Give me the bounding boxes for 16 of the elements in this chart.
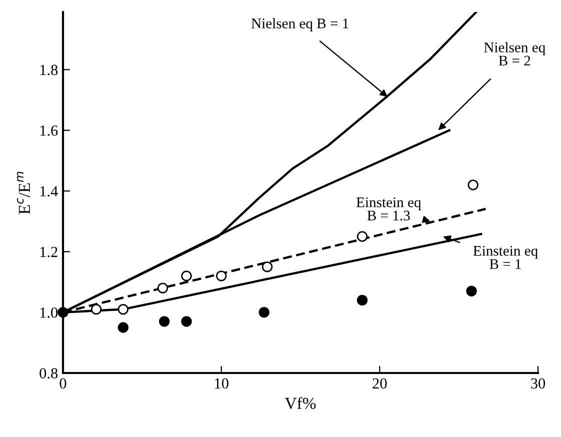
y-tick-label: 0.8	[40, 368, 58, 379]
y-tick-label: 1.2	[40, 246, 58, 258]
y-tick-label: 1.4	[40, 186, 58, 196]
x-tick-label: 30	[531, 378, 546, 389]
annotation: Nielsen eq B = 2	[484, 42, 546, 66]
y-tick-label: 1.0	[40, 307, 58, 318]
x-tick-label: 0	[60, 378, 66, 389]
annotation: Einstein eq B = 1.3	[356, 197, 422, 221]
annotation: Nielsen eq B = 1	[251, 18, 348, 32]
y-tick-label: 1.8	[40, 64, 58, 76]
annotation: Einstein eq B = 1	[473, 246, 538, 269]
x-tick-label: 10	[215, 378, 228, 389]
y-axis-title: E$^{c}$/E$^{m}$	[16, 172, 30, 214]
x-axis-title: Vf%	[284, 397, 316, 410]
x-tick-label: 20	[372, 378, 387, 389]
y-tick-label: 1.6	[40, 125, 58, 136]
